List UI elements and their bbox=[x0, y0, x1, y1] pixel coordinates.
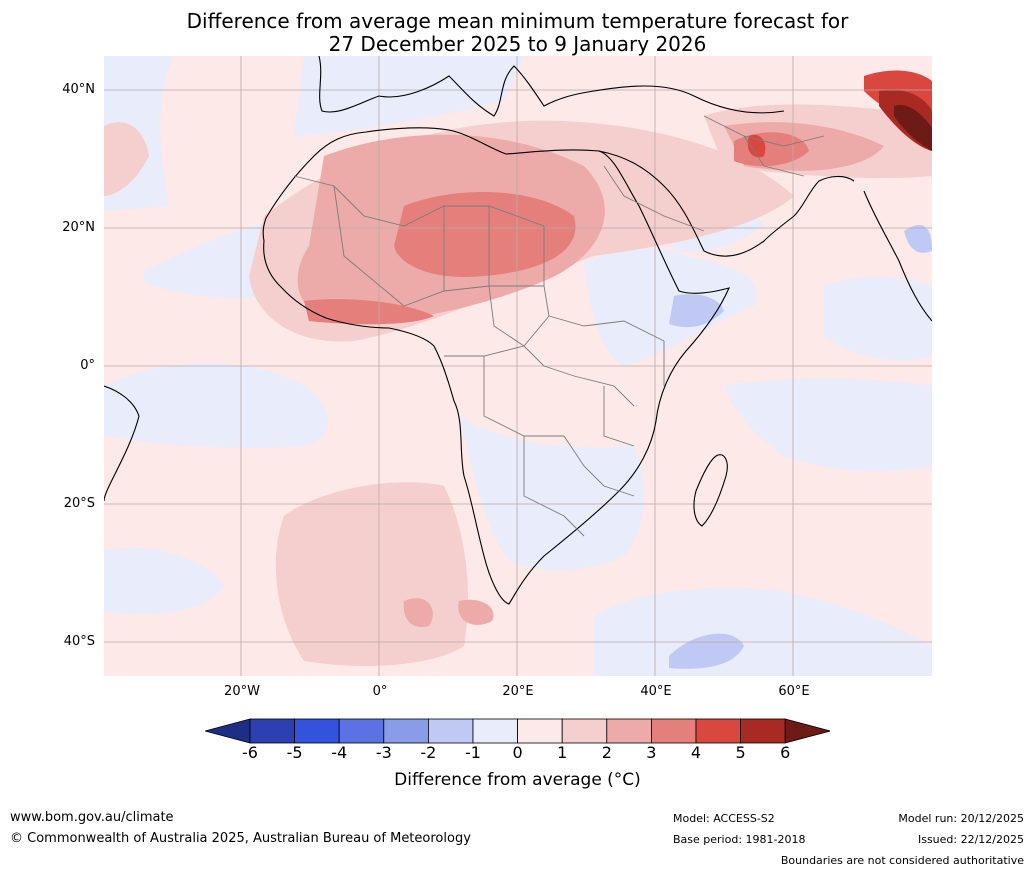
cool-patch-south-indian bbox=[669, 633, 744, 669]
footer-model-run: Model run: 20/12/2025 bbox=[898, 812, 1024, 825]
colorbar-tick-label: 1 bbox=[557, 743, 568, 762]
colorbar-segment bbox=[249, 718, 295, 744]
colorbar-label: Difference from average (°C) bbox=[394, 770, 641, 790]
warm-3-west-africa bbox=[304, 299, 434, 325]
colorbar-segment bbox=[472, 718, 518, 744]
footer-issued: Issued: 22/12/2025 bbox=[917, 833, 1024, 846]
colorbar-segment bbox=[517, 718, 563, 744]
colorbar-segment bbox=[740, 718, 786, 744]
lon-label-40e: 40°E bbox=[640, 684, 672, 699]
colorbar-svg bbox=[203, 718, 832, 744]
lon-label-60e: 60°E bbox=[778, 684, 810, 699]
footer-disclaimer: Boundaries are not considered authoritat… bbox=[780, 854, 1024, 867]
map-svg bbox=[104, 56, 932, 676]
title-line-2: 27 December 2025 to 9 January 2026 bbox=[328, 32, 707, 56]
colorbar-segment bbox=[383, 718, 429, 744]
cool-region-iberia bbox=[294, 56, 524, 136]
cool-patch-india bbox=[904, 225, 932, 253]
cool-region-west-africa-coast bbox=[144, 221, 279, 298]
cool-region-south-indian bbox=[594, 587, 932, 676]
colorbar-segment bbox=[695, 718, 741, 744]
lat-label-20s: 20°S bbox=[63, 496, 95, 511]
lat-label-40s: 40°S bbox=[63, 634, 95, 649]
madagascar-coastline bbox=[693, 454, 728, 527]
lon-label-0: 0° bbox=[372, 684, 388, 699]
colorbar-tick-label: 0 bbox=[512, 743, 523, 762]
warm-2-south-atlantic-b bbox=[458, 599, 494, 625]
lat-label-20n: 20°N bbox=[62, 220, 95, 235]
cool-region-equatorial-atlantic bbox=[104, 363, 329, 448]
arabia-coastline bbox=[598, 150, 855, 257]
india-coastline bbox=[863, 190, 932, 322]
lon-label-20e: 20°E bbox=[502, 684, 534, 699]
footer-model: Model: ACCESS-S2 bbox=[673, 812, 775, 825]
colorbar-tick-label: -1 bbox=[465, 743, 481, 762]
footer-copyright: © Commonwealth of Australia 2025, Austra… bbox=[10, 831, 471, 846]
cool-region-east-africa bbox=[584, 248, 757, 366]
colorbar-arrow-low bbox=[203, 718, 251, 744]
warm-2-south-atlantic bbox=[403, 598, 433, 627]
warm-3-sahara bbox=[394, 192, 576, 277]
graticule bbox=[104, 56, 932, 676]
lat-label-40n: 40°N bbox=[62, 82, 95, 97]
lon-label-20w: 20°W bbox=[224, 684, 260, 699]
cool-region-indian-ocean bbox=[724, 378, 932, 472]
colorbar-tick-label: 4 bbox=[690, 743, 702, 762]
africa-coastline bbox=[262, 127, 730, 605]
cool-region-south-atlantic bbox=[104, 547, 224, 614]
warm-1-south-atlantic bbox=[275, 482, 468, 666]
warm-6-central-asia bbox=[894, 105, 932, 151]
footer-website: www.bom.gov.au/climate bbox=[10, 810, 174, 825]
map-title: Difference from average mean minimum tem… bbox=[0, 10, 1035, 56]
colorbar bbox=[203, 718, 832, 748]
country-borders bbox=[293, 115, 825, 537]
lat-label-0: 0° bbox=[80, 358, 95, 373]
colorbar-tick-label: 5 bbox=[735, 743, 746, 762]
title-line-1: Difference from average mean minimum tem… bbox=[186, 9, 849, 33]
colorbar-tick-label: -2 bbox=[420, 743, 437, 762]
colorbar-segment bbox=[294, 718, 340, 744]
colorbar-tick-label: -5 bbox=[286, 743, 303, 762]
colorbar-segment bbox=[338, 718, 385, 744]
cool-region-east-indian bbox=[824, 276, 932, 360]
colorbar-segment bbox=[650, 718, 697, 744]
colorbar-tick-label: 2 bbox=[601, 743, 612, 762]
cool-region-horn bbox=[669, 294, 724, 328]
colorbar-arrow-high bbox=[784, 718, 832, 744]
footer-base-period: Base period: 1981-2018 bbox=[673, 833, 806, 846]
colorbar-tick-label: -4 bbox=[331, 743, 348, 762]
cool-region-south-africa bbox=[459, 416, 645, 571]
colorbar-segment bbox=[606, 718, 652, 744]
europe-coastline bbox=[318, 56, 785, 117]
colorbar-tick-label: -3 bbox=[375, 743, 392, 762]
warm-1-north-atlantic bbox=[104, 122, 149, 196]
colorbar-tick-label: 3 bbox=[646, 743, 657, 762]
south-america-coastline bbox=[104, 385, 140, 502]
colorbar-tick-label: -6 bbox=[242, 743, 258, 762]
anomaly-map bbox=[104, 56, 932, 676]
colorbar-tick-label: 6 bbox=[780, 743, 791, 762]
colorbar-segment bbox=[427, 718, 474, 744]
colorbar-segment bbox=[561, 718, 608, 744]
